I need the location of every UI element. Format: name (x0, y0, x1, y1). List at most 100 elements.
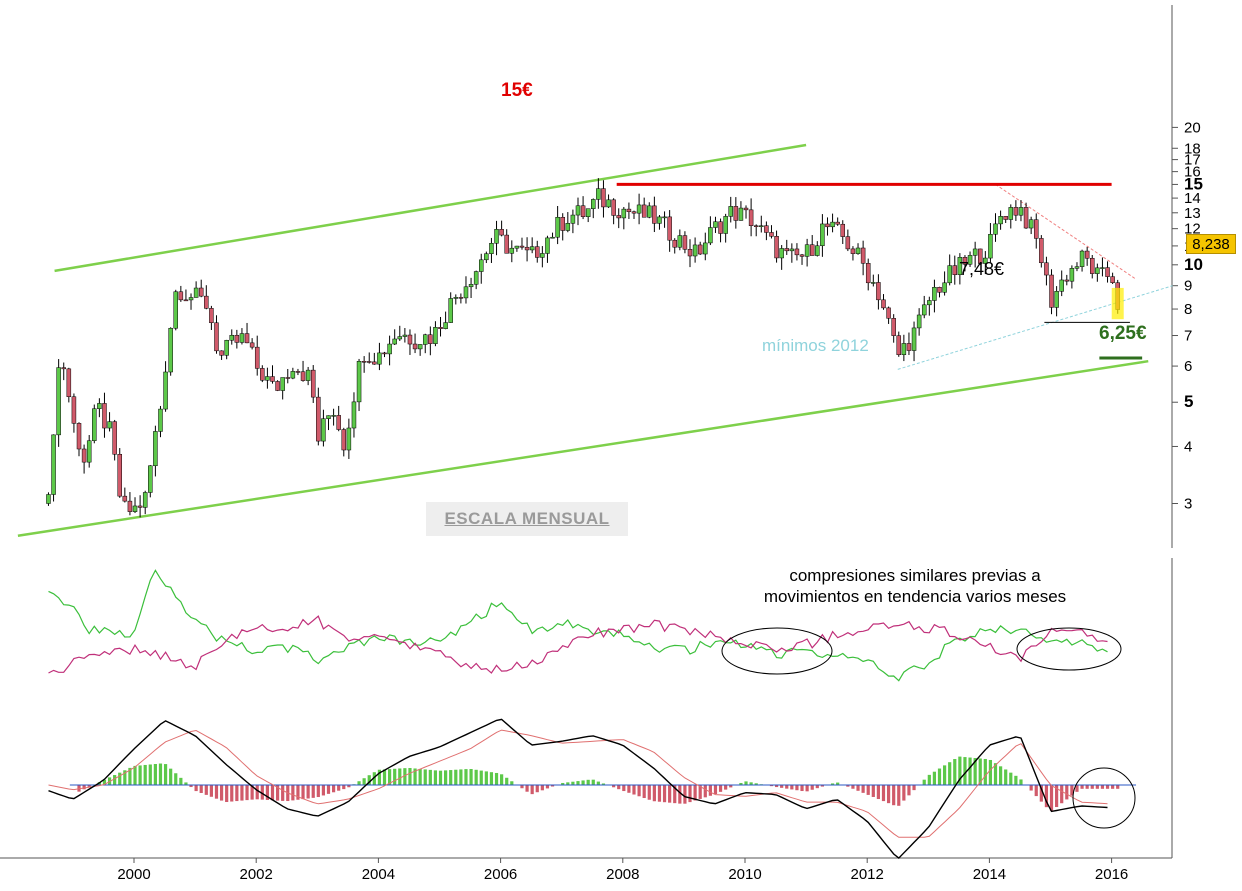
macd-histogram-bar (428, 769, 432, 785)
macd-histogram-bar (963, 757, 967, 785)
macd-histogram-bar (102, 779, 107, 785)
macd-histogram-bar (871, 785, 875, 797)
macd-histogram-bar (550, 785, 555, 787)
candle-body (1044, 262, 1049, 276)
macd-histogram-bar (846, 785, 850, 787)
candle-body (631, 211, 637, 214)
candle-body (66, 368, 72, 397)
candle-body (860, 247, 866, 264)
candle (621, 206, 627, 230)
candle-body (300, 371, 306, 381)
macd-histogram-bar (1039, 785, 1043, 802)
candle (397, 325, 403, 341)
macd-histogram-bar (245, 785, 249, 801)
candle (417, 344, 423, 356)
candle (239, 328, 245, 345)
candle (387, 335, 392, 366)
candle (921, 295, 927, 319)
candle-body (993, 223, 998, 235)
candle-body (713, 221, 718, 228)
candle-body (967, 255, 973, 265)
channel-top-line (54, 143, 807, 273)
macd-histogram-bar (87, 785, 91, 787)
candle-body (723, 216, 728, 234)
macd-histogram-bar (693, 785, 697, 801)
macd-histogram-bar (698, 785, 702, 799)
candle (962, 255, 968, 272)
candle (249, 338, 255, 350)
x-tick-label-2012: 2012 (851, 866, 884, 883)
indicator-note-line-2: movimientos en tendencia varios meses (763, 587, 1067, 606)
candle-body (168, 327, 173, 373)
candle (977, 248, 983, 265)
candle (570, 209, 576, 234)
candle-body (911, 327, 917, 351)
candle-body (657, 216, 662, 224)
candle-body (575, 205, 581, 216)
macd-histogram-bar (474, 769, 478, 785)
candle (137, 495, 143, 518)
macd-histogram-bar (647, 785, 651, 800)
candle-body (1008, 207, 1014, 220)
candle (1018, 200, 1024, 222)
candle (142, 490, 148, 515)
macd-histogram-bar (118, 772, 122, 785)
macd-histogram-bar (774, 785, 779, 788)
candle (132, 497, 138, 514)
candle-body (1090, 257, 1095, 274)
macd-histogram-bar (652, 785, 656, 802)
macd-histogram-bar (830, 783, 835, 785)
candle-body (738, 207, 744, 221)
macd-histogram-bar (1055, 785, 1059, 808)
candle (219, 350, 224, 360)
candle-body (479, 259, 484, 272)
candle-body (402, 334, 408, 337)
candle-body (1054, 291, 1059, 308)
candle (993, 213, 998, 242)
candle-body (239, 333, 245, 343)
candle-body (1064, 279, 1070, 282)
macd-histogram-bar (1014, 775, 1018, 785)
candle (331, 408, 336, 426)
macd-histogram-bar (270, 785, 275, 801)
candle-body (397, 336, 403, 340)
candle (988, 223, 993, 263)
candle (703, 232, 708, 261)
candle (148, 465, 153, 498)
macd-signal-line (48, 729, 1108, 838)
macd-histogram-bar (973, 758, 977, 785)
candle (300, 360, 306, 382)
candle-body (260, 368, 265, 381)
candle-body (351, 401, 357, 429)
candle (285, 368, 291, 384)
candle (535, 240, 540, 263)
macd-histogram-bar (505, 777, 509, 785)
macd-histogram-bar (433, 770, 438, 785)
candle-body (799, 254, 805, 257)
macd-histogram-bar (311, 785, 315, 798)
macd-histogram-bar (362, 778, 366, 785)
candle (270, 365, 275, 384)
candle (723, 213, 728, 243)
macd-histogram-bar (123, 770, 127, 785)
candle-body (244, 333, 250, 344)
candle-body (504, 234, 509, 254)
candle (92, 404, 97, 444)
candle-body (188, 297, 194, 301)
macd-histogram-bar (214, 785, 219, 799)
candle (713, 216, 718, 233)
candle (479, 253, 484, 284)
macd-histogram-bar (153, 764, 157, 785)
y-tick-label-13: 13 (1184, 205, 1201, 222)
candle (718, 218, 723, 243)
candle (631, 210, 637, 219)
candle (616, 208, 621, 229)
candle-body (789, 248, 795, 252)
candle (1028, 216, 1034, 235)
candle (458, 293, 464, 304)
candle-body (820, 223, 825, 247)
candle (1044, 256, 1049, 286)
candle (580, 196, 586, 220)
candle-body (270, 376, 275, 382)
macd-histogram-bar (1009, 772, 1013, 785)
